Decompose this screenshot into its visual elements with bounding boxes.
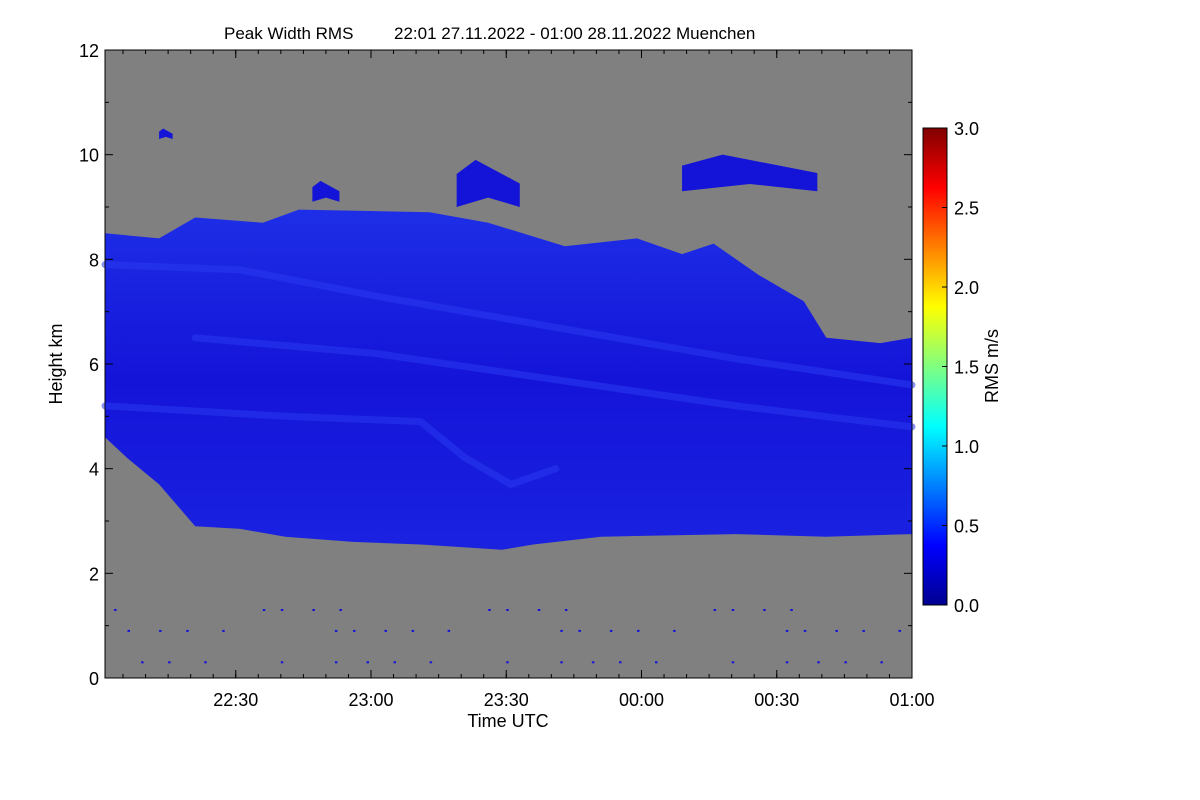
low-return-dot — [835, 629, 838, 632]
x-tick-label: 22:30 — [213, 690, 258, 710]
y-tick-label: 4 — [89, 460, 99, 480]
cloud-streak — [101, 402, 560, 489]
cloud-layer-group — [101, 128, 916, 550]
low-return-dot — [713, 609, 717, 611]
low-return-dot — [673, 629, 676, 632]
low-return-dot — [537, 609, 541, 611]
y-tick-label: 8 — [89, 250, 99, 270]
upper-cloud-patch — [682, 154, 818, 192]
low-return-dot — [880, 661, 883, 664]
x-tick-label: 00:30 — [754, 690, 799, 710]
x-tick-label: 01:00 — [889, 690, 934, 710]
colorbar-tick-label: 3.0 — [954, 119, 979, 139]
chart-title: Peak Width RMS — [224, 24, 353, 43]
low-return-dot — [127, 629, 130, 632]
upper-cloud-patch — [159, 128, 173, 139]
cloud-layer-main — [105, 209, 912, 550]
x-tick-label: 23:00 — [348, 690, 393, 710]
upper-cloud-patch — [456, 159, 520, 207]
y-tick-label: 6 — [89, 355, 99, 375]
low-return-dot — [384, 629, 387, 632]
low-return-dot — [488, 609, 491, 611]
colorbar-tick-label: 0.5 — [954, 517, 979, 537]
colorbar-tick-label: 1.0 — [954, 437, 979, 457]
low-return-dot — [862, 629, 865, 632]
low-return-dot — [114, 609, 117, 611]
low-return-dot — [447, 629, 451, 632]
low-return-dot — [506, 609, 509, 611]
low-return-dot — [790, 609, 793, 611]
low-return-dot — [619, 661, 622, 664]
low-return-dot — [159, 629, 162, 632]
low-return-dot — [637, 629, 640, 632]
colorbar-axis: 0.0 0.5 1.0 1.5 2.0 2.5 3.0 — [942, 119, 979, 616]
y-axis-label: Height km — [46, 323, 66, 404]
cloud-streak — [101, 261, 916, 389]
low-return-dot — [763, 609, 766, 611]
x-tick-label: 23:30 — [484, 690, 529, 710]
upper-cloud-patch — [312, 180, 340, 202]
low-return-dot — [591, 661, 595, 664]
low-return-dot — [411, 629, 415, 632]
low-return-dot — [168, 661, 171, 664]
colorbar-tick-label: 1.5 — [954, 358, 979, 378]
low-return-dot — [222, 629, 225, 632]
low-return-dot — [204, 661, 207, 664]
low-return-dot — [578, 629, 581, 632]
low-return-dot — [280, 609, 284, 611]
low-return-dot — [312, 609, 315, 611]
low-return-dot — [334, 629, 338, 632]
colorbar-tick-label: 2.0 — [954, 278, 979, 298]
low-return-dot — [655, 661, 658, 664]
low-return-dot — [506, 661, 509, 664]
y-axis: 0 2 4 6 8 10 12 — [79, 41, 912, 689]
low-return-dot — [817, 661, 820, 664]
low-return-dot — [609, 629, 613, 632]
chart-subtitle: 22:01 27.11.2022 - 01:00 28.11.2022 Muen… — [394, 24, 755, 43]
low-return-dot — [560, 661, 563, 664]
low-return-dot — [731, 661, 735, 664]
colorbar-tick-label: 0.0 — [954, 596, 979, 616]
cloud-streak — [191, 334, 916, 431]
low-return-dot — [141, 661, 144, 664]
y-tick-label: 12 — [79, 41, 99, 61]
low-return-dot — [560, 629, 563, 632]
x-axis-label: Time UTC — [467, 711, 548, 731]
low-return-dot — [898, 629, 901, 632]
low-return-dot — [262, 609, 266, 611]
x-tick-label: 00:00 — [619, 690, 664, 710]
y-tick-label: 10 — [79, 146, 99, 166]
low-return-dot — [785, 661, 789, 664]
low-return-dot — [429, 661, 433, 664]
low-return-dot — [339, 609, 342, 611]
low-return-dot — [393, 661, 396, 664]
low-return-dot — [803, 629, 807, 632]
x-axis: 22:30 23:00 23:30 00:00 00:30 01:00 — [122, 50, 935, 710]
colorbar-tick-label: 2.5 — [954, 199, 979, 219]
low-return-dot — [366, 661, 369, 664]
low-return-dot — [353, 629, 356, 632]
low-return-dot — [186, 629, 189, 632]
y-tick-label: 2 — [89, 564, 99, 584]
low-return-dot — [564, 609, 568, 611]
y-tick-label: 0 — [89, 669, 99, 689]
colorbar-label: RMS m/s — [982, 329, 1002, 403]
low-return-dot — [280, 661, 284, 664]
low-return-dot — [785, 629, 789, 632]
low-return-dot — [334, 661, 338, 664]
low-return-dot — [731, 609, 735, 611]
low-returns-group — [114, 609, 901, 664]
low-return-dot — [844, 661, 847, 664]
